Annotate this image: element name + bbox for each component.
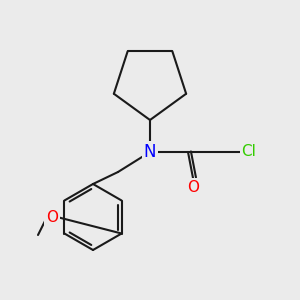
Text: O: O [46,209,58,224]
Text: Cl: Cl [242,145,256,160]
Text: O: O [187,179,199,194]
Text: N: N [144,143,156,161]
